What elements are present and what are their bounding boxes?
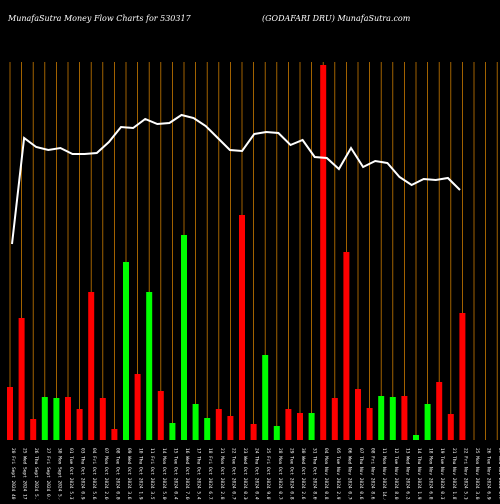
bar (297, 413, 303, 440)
bar (308, 413, 315, 440)
bar (401, 396, 408, 440)
bar (413, 435, 419, 440)
bar (331, 398, 338, 440)
x-tick-label: 09 Wed Oct 2024 3.62% (126, 448, 132, 500)
x-tick-label: 19 Tue Nov 2024 0.37% (439, 448, 445, 500)
x-tick-label: 25 Fri Oct 2024 9.07% (265, 448, 271, 500)
x-tick-label: 28 Mon Oct 2024 0.76% (277, 448, 283, 500)
bar (181, 235, 187, 440)
bar (123, 262, 129, 440)
x-tick-label: 17 Thu Oct 2024 5.42% (196, 448, 202, 500)
bar (459, 313, 466, 440)
x-tick-label: 21 Thu Nov 2024 1.87% (451, 448, 457, 500)
bar (65, 397, 71, 440)
x-tick-label: 20 Fri Sept 2024 40.61% (10, 448, 16, 500)
bar (192, 404, 199, 440)
grid-lines (9, 62, 498, 440)
x-tick-label: 05 Tue Nov 2024 2.97% (335, 448, 341, 500)
bar (204, 418, 211, 440)
bar (215, 409, 222, 440)
bar (134, 374, 141, 440)
bar (41, 397, 48, 440)
x-tick-label: 21 Mon Oct 2024 2.03% (219, 448, 225, 500)
x-tick-label: 01 Tue Oct 2024 5.37% (68, 448, 74, 500)
bar (355, 389, 361, 440)
bars (7, 65, 466, 440)
x-tick-label: 04 Mon Nov 2024 0.85% (323, 448, 329, 500)
x-tick-label: 29 Tue Oct 2024 0.88% (288, 448, 294, 500)
x-tick-label: 30 Mon Sept 2024 5.44% (56, 448, 62, 500)
bar (262, 355, 269, 440)
money-flow-line (11, 113, 461, 245)
x-tick-label: 13 Wed Nov 2024 6.24% (404, 448, 410, 500)
bar (18, 318, 25, 440)
x-tick-label: 03 Thu Oct 2024 0.94% (80, 448, 86, 500)
bar (53, 398, 60, 440)
x-tick-label: 22 Fri Nov 2024 5.16% (462, 448, 468, 500)
bar (239, 215, 245, 440)
x-tick-label: 27 Wed Nov 2024 0.76% (497, 448, 500, 500)
bar (76, 409, 83, 440)
x-tick-label: 18 Fri Oct 2024 6.73% (207, 448, 213, 500)
x-tick-label: 07 Mon Oct 2024 2.60% (103, 448, 109, 500)
bar (424, 404, 431, 440)
bar (30, 419, 37, 440)
bar (436, 382, 443, 440)
x-tick-label: 04 Fri Oct 2024 5.64% (91, 448, 97, 500)
money-flow-line-group (11, 113, 461, 245)
x-tick-label: 14 Thu Nov 2024 1.92% (416, 448, 422, 500)
x-tick-label: 18 Mon Nov 2024 6.02% (428, 448, 434, 500)
bar (146, 292, 153, 440)
x-tick-label: 22 Tue Oct 2024 0.79% (230, 448, 236, 500)
x-tick-label: 11 Fri Oct 2024 3.57% (149, 448, 155, 500)
bar (99, 398, 106, 440)
x-tick-label: 30 Wed Oct 2024 2.61% (300, 448, 306, 500)
x-tick-label: 25 Mon Nov 2024 3.04% (474, 448, 480, 500)
bar (250, 424, 257, 440)
bar (227, 416, 234, 440)
chart-subtitle: (GODAFARI DRU) MunafaSutra.com (262, 14, 411, 23)
x-tick-label: 08 Fri Nov 2024 8.65% (370, 448, 376, 500)
bar (366, 408, 373, 440)
x-tick-label: 10 Thu Oct 2024 1.98% (138, 448, 144, 500)
x-tick-label: 23 Wed Oct 2024 0.30% (242, 448, 248, 500)
bar (343, 252, 350, 440)
bar (7, 387, 13, 440)
bar (389, 397, 396, 440)
bar (378, 396, 385, 440)
x-tick-label: 07 Thu Nov 2024 0.62% (358, 448, 364, 500)
bar (285, 409, 292, 440)
x-tick-label: 11 Mon Nov 2024 14.03% (381, 448, 387, 500)
bar (169, 423, 176, 440)
x-tick-label: 31 Thu Oct 2024 8.69% (312, 448, 318, 500)
bar (320, 65, 327, 440)
x-tick-label: 12 Tue Nov 2024 8.08% (393, 448, 399, 500)
x-tick-label: 26 Tue Nov 2024 6.90% (486, 448, 492, 500)
x-tick-label: 27 Fri Sept 2024 0.90% (45, 448, 51, 500)
bar (447, 414, 454, 440)
bar (157, 391, 164, 440)
x-tick-label: 14 Mon Oct 2024 5.00% (161, 448, 167, 500)
x-tick-label: 15 Tue Oct 2024 0.47% (172, 448, 178, 500)
tick-labels: 20 Fri Sept 2024 40.61% 25 Wed Sept 2024 … (10, 448, 500, 504)
x-tick-label: 16 Wed Oct 2024 7.66% (184, 448, 190, 500)
chart-title: MunafaSutra Money Flow Charts for 530317 (8, 14, 191, 23)
bar (273, 426, 280, 440)
bar (88, 292, 95, 440)
bar (111, 429, 118, 440)
x-tick-label: 08 Tue Oct 2024 0.80% (114, 448, 120, 500)
x-tick-label: 25 Wed Sept 2024 17.43% (22, 448, 28, 500)
x-tick-label: 26 Thu Sept 2024 5.73% (33, 448, 39, 500)
x-tick-label: 06 Wed Nov 2024 0.70% (346, 448, 352, 500)
x-tick-label: 24 Thu Oct 2024 0.49% (254, 448, 260, 500)
